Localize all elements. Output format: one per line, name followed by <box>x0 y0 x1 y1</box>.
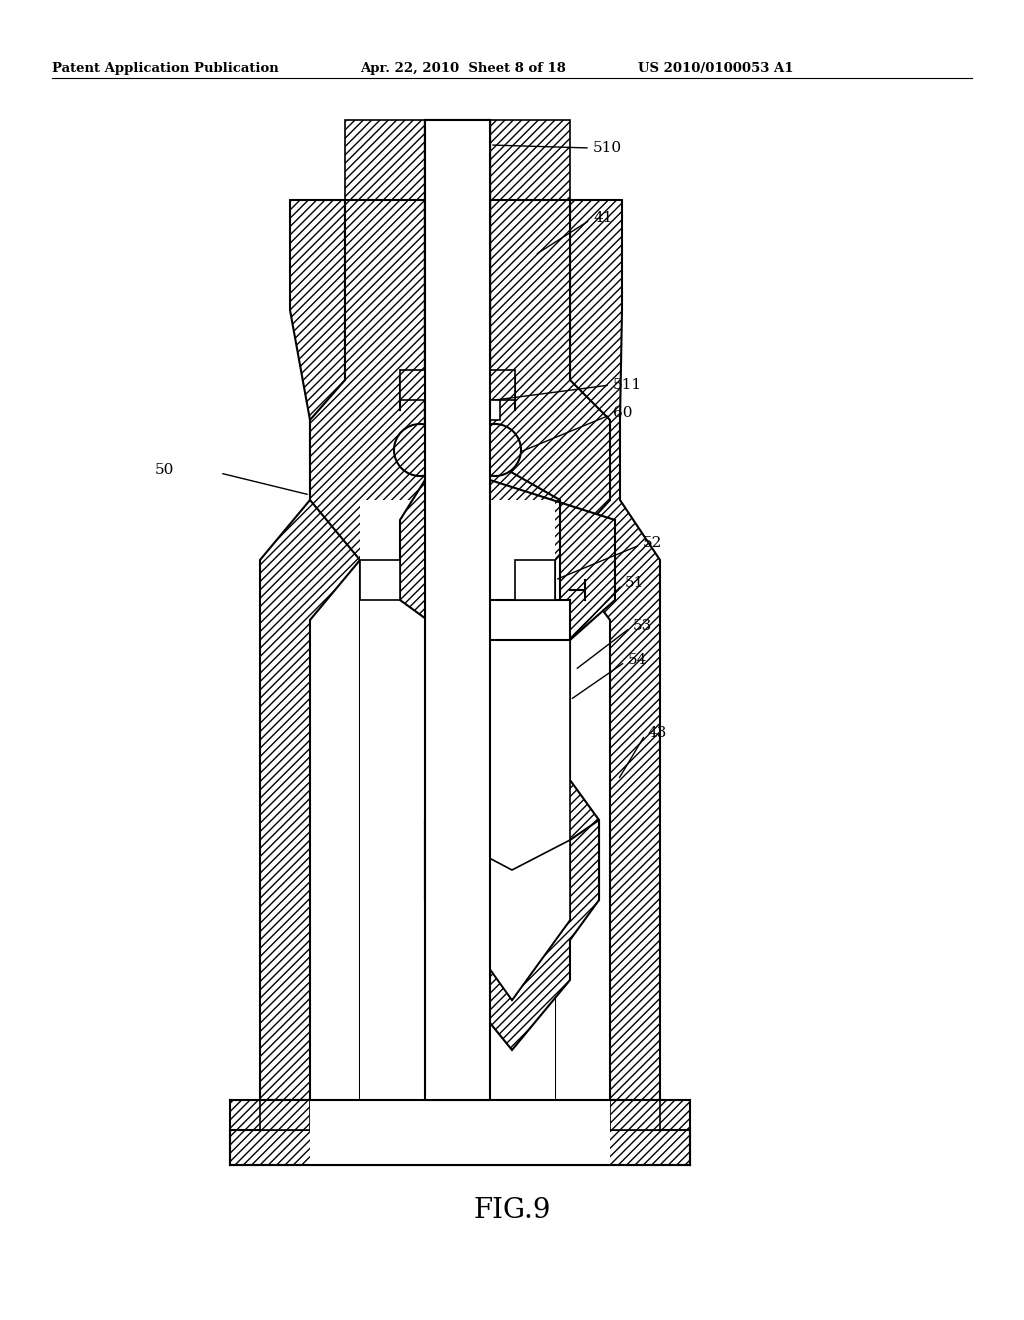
Text: 52: 52 <box>643 536 663 550</box>
Polygon shape <box>360 560 515 1100</box>
Polygon shape <box>400 120 615 979</box>
Polygon shape <box>230 1130 690 1166</box>
Circle shape <box>469 424 521 477</box>
Polygon shape <box>230 1100 265 1130</box>
Text: 50: 50 <box>155 463 174 477</box>
Polygon shape <box>425 820 599 1049</box>
Polygon shape <box>490 400 500 420</box>
Polygon shape <box>345 120 425 201</box>
Polygon shape <box>400 370 440 400</box>
Polygon shape <box>260 1100 310 1130</box>
Polygon shape <box>425 120 490 1100</box>
Polygon shape <box>535 201 622 310</box>
Polygon shape <box>360 500 440 1100</box>
Polygon shape <box>260 201 360 1100</box>
Polygon shape <box>455 601 570 900</box>
Text: US 2010/0100053 A1: US 2010/0100053 A1 <box>638 62 794 75</box>
Polygon shape <box>565 201 660 1100</box>
Text: 43: 43 <box>648 726 668 741</box>
Polygon shape <box>655 1100 690 1130</box>
Text: 53: 53 <box>633 619 652 634</box>
Polygon shape <box>475 201 610 1100</box>
Bar <box>230 1130 690 1166</box>
Text: 51: 51 <box>625 576 644 590</box>
Text: 511: 511 <box>613 378 642 392</box>
Polygon shape <box>455 840 570 1001</box>
Text: FIG.9: FIG.9 <box>473 1196 551 1224</box>
Polygon shape <box>610 1100 660 1130</box>
Polygon shape <box>310 1100 610 1166</box>
Text: 510: 510 <box>593 141 623 154</box>
Polygon shape <box>475 370 515 400</box>
Text: 54: 54 <box>628 653 647 667</box>
Circle shape <box>394 424 446 477</box>
Polygon shape <box>290 201 380 310</box>
Polygon shape <box>425 120 490 201</box>
Polygon shape <box>230 1130 690 1166</box>
Polygon shape <box>425 120 490 1100</box>
Polygon shape <box>475 500 555 1100</box>
Text: 60: 60 <box>613 407 633 420</box>
Text: Patent Application Publication: Patent Application Publication <box>52 62 279 75</box>
Text: Apr. 22, 2010  Sheet 8 of 18: Apr. 22, 2010 Sheet 8 of 18 <box>360 62 566 75</box>
Text: 41: 41 <box>593 211 612 224</box>
Polygon shape <box>515 560 555 601</box>
Polygon shape <box>310 201 440 1100</box>
Polygon shape <box>490 120 570 201</box>
Polygon shape <box>360 560 400 601</box>
Polygon shape <box>455 601 570 640</box>
